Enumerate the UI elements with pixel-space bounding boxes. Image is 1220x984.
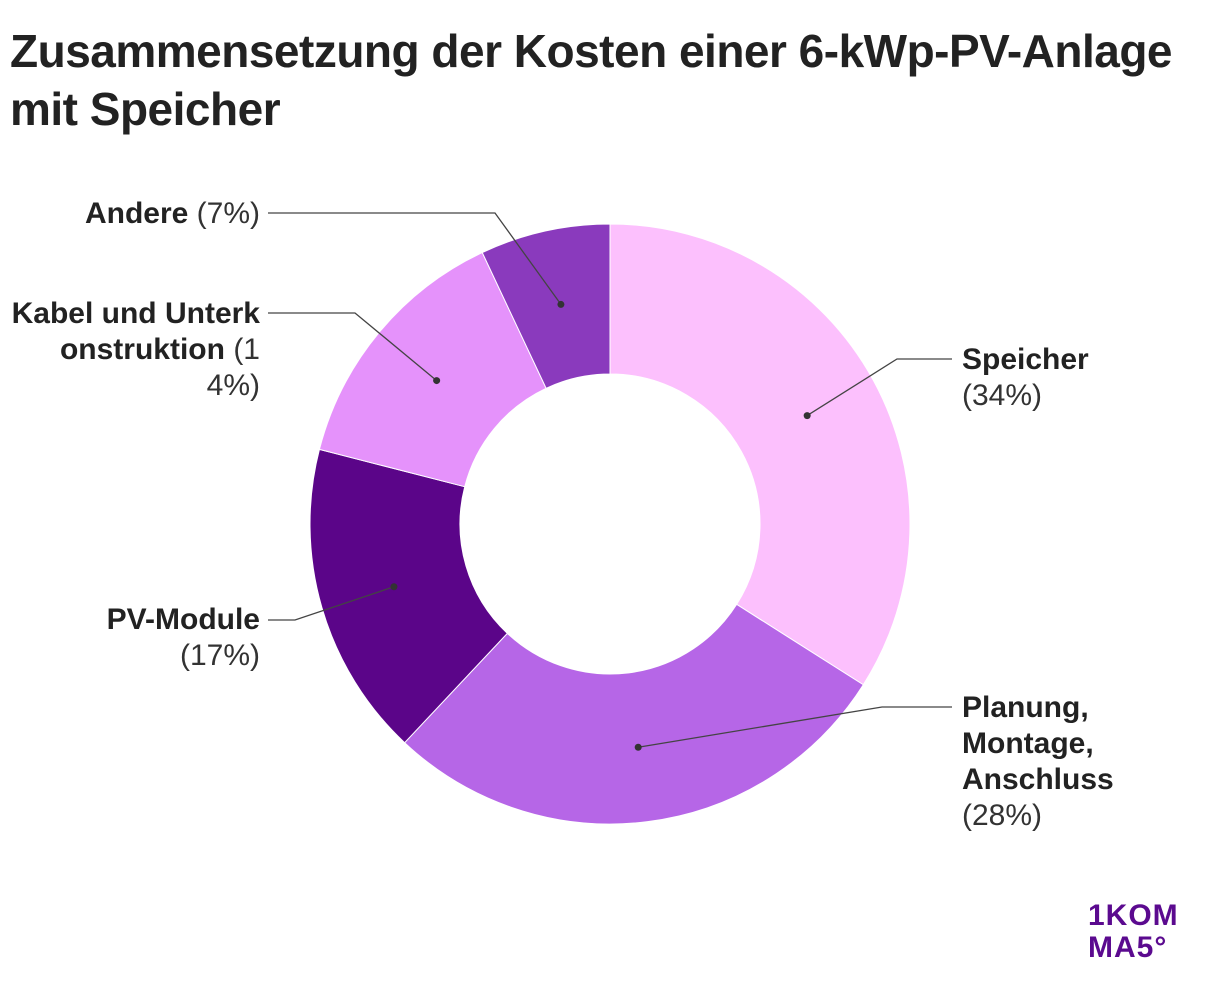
slice-label: Speicher	[962, 343, 1089, 376]
logo-line1: 1KOM	[1088, 899, 1179, 932]
leader-dot	[803, 412, 811, 420]
brand-logo: 1KOM MA5°	[1088, 900, 1179, 964]
slice-label: Kabel und Unterkonstruktion	[11, 297, 260, 366]
leader-dot	[557, 300, 565, 308]
chart-title: Zusammensetzung der Kosten einer 6-kWp-P…	[10, 25, 1173, 135]
label-planung: Planung, Montage, Anschluss (28%)	[962, 690, 1162, 834]
leader-dot	[390, 583, 398, 591]
slice-value-label: (28%)	[962, 799, 1043, 832]
leader-line	[806, 358, 952, 417]
slice-value-label: (14%)	[206, 333, 260, 402]
donut-slice-pv-module	[309, 448, 509, 744]
leader-line	[268, 586, 395, 621]
leader-line	[268, 212, 562, 305]
slice-value-label: (7%)	[196, 197, 260, 230]
donut-slice-speicher	[609, 223, 911, 686]
slice-label: Planung, Montage, Anschluss	[962, 691, 1114, 796]
slice-value-label: (34%)	[962, 379, 1043, 412]
leader-dot	[634, 743, 642, 751]
leader-line	[268, 312, 438, 382]
label-pv-module: PV-Module (17%)	[107, 602, 260, 674]
label-speicher: Speicher (34%)	[962, 342, 1089, 414]
logo-line2: MA5°	[1088, 931, 1168, 964]
label-kabel: Kabel und Unterkonstruktion (14%)	[10, 296, 260, 404]
leader-line	[638, 706, 952, 748]
leader-dot	[433, 377, 441, 385]
label-andere: Andere (7%)	[85, 196, 260, 232]
donut-slice-planung-montage-anschluss	[403, 603, 864, 825]
slice-value-label: (17%)	[179, 639, 260, 672]
slice-label: PV-Module	[106, 603, 260, 636]
donut-slice-kabel-und-unterkonstruktion	[318, 251, 547, 488]
slice-label: Andere	[84, 197, 189, 230]
donut-slice-andere	[481, 223, 611, 389]
